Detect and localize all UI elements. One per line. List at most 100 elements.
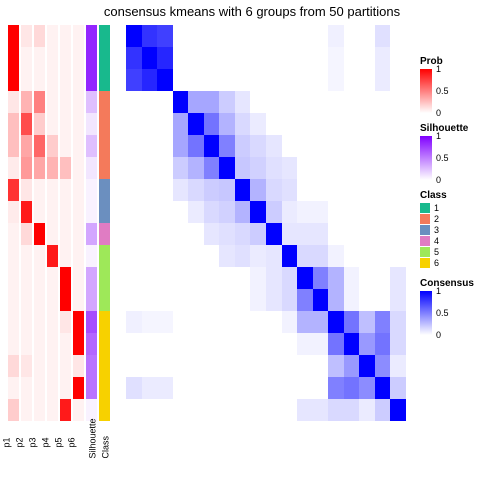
- heatmap-cell: [157, 179, 173, 201]
- heatmap-cell: [235, 245, 251, 267]
- annot-cell: [34, 157, 45, 179]
- heatmap-cell: [266, 311, 282, 333]
- annot-cell: [47, 69, 58, 91]
- heatmap-cell: [297, 333, 313, 355]
- heatmap-cell: [157, 25, 173, 47]
- heatmap-cell: [142, 245, 158, 267]
- swatch-label: 3: [434, 225, 439, 235]
- annot-cell: [99, 245, 110, 267]
- heatmap-cell: [219, 223, 235, 245]
- annot-cell: [60, 399, 71, 421]
- heatmap-cell: [204, 399, 220, 421]
- heatmap-cell: [204, 333, 220, 355]
- heatmap-cell: [359, 113, 375, 135]
- swatch-icon: [420, 214, 430, 224]
- heatmap-cell: [142, 135, 158, 157]
- annot-cell: [99, 333, 110, 355]
- heatmap-cell: [344, 179, 360, 201]
- annot-cell: [99, 179, 110, 201]
- heatmap-cell: [266, 25, 282, 47]
- annot-cell: [60, 245, 71, 267]
- heatmap-cell: [188, 25, 204, 47]
- annot-cell: [21, 157, 32, 179]
- heatmap-cell: [328, 333, 344, 355]
- annot-cell: [86, 201, 97, 223]
- heatmap-cell: [359, 223, 375, 245]
- heatmap-cell: [282, 201, 298, 223]
- heatmap-cell: [344, 113, 360, 135]
- heatmap-cell: [173, 333, 189, 355]
- heatmap-cell: [250, 201, 266, 223]
- legend-sil: Silhouette10.50: [420, 123, 500, 180]
- heatmap-cell: [297, 377, 313, 399]
- annot-cell: [99, 267, 110, 289]
- heatmap-cell: [250, 25, 266, 47]
- annot-cell: [47, 91, 58, 113]
- heatmap-cell: [328, 311, 344, 333]
- heatmap-cell: [204, 47, 220, 69]
- heatmap-cell: [375, 289, 391, 311]
- heatmap-cell: [344, 201, 360, 223]
- annot-cell: [47, 377, 58, 399]
- heatmap-cell: [250, 289, 266, 311]
- heatmap-cell: [313, 333, 329, 355]
- annot-cell: [60, 333, 71, 355]
- heatmap-cell: [219, 69, 235, 91]
- annot-cell: [47, 289, 58, 311]
- heatmap-cell: [375, 135, 391, 157]
- heatmap-cell: [282, 69, 298, 91]
- swatch-label: 2: [434, 214, 439, 224]
- heatmap-cell: [375, 223, 391, 245]
- annot-cell: [8, 245, 19, 267]
- heatmap-cell: [375, 245, 391, 267]
- heatmap-cell: [313, 377, 329, 399]
- annot-col-p3: [34, 25, 45, 421]
- heatmap-cell: [359, 333, 375, 355]
- heatmap-cell: [375, 201, 391, 223]
- heatmap-cell: [235, 223, 251, 245]
- annot-cell: [99, 69, 110, 91]
- heatmap-cell: [126, 223, 142, 245]
- heatmap-cell: [235, 179, 251, 201]
- annot-cell: [60, 113, 71, 135]
- heatmap-cell: [204, 311, 220, 333]
- heatmap-cell: [204, 25, 220, 47]
- annot-cell: [8, 113, 19, 135]
- annot-cell: [8, 69, 19, 91]
- heatmap-cell: [282, 25, 298, 47]
- annot-cell: [73, 267, 84, 289]
- annot-cell: [21, 267, 32, 289]
- heatmap-cell: [188, 267, 204, 289]
- legend-title: Consensus: [420, 278, 500, 289]
- annot-cell: [86, 355, 97, 377]
- heatmap-cell: [375, 25, 391, 47]
- heatmap-cell: [250, 113, 266, 135]
- heatmap-cell: [250, 223, 266, 245]
- legend-ticks: 10.50: [436, 291, 466, 335]
- heatmap-cell: [173, 377, 189, 399]
- heatmap-cell: [250, 69, 266, 91]
- heatmap-cell: [297, 245, 313, 267]
- annot-cell: [34, 289, 45, 311]
- heatmap-cell: [328, 69, 344, 91]
- heatmap-cell: [375, 113, 391, 135]
- annot-cell: [34, 377, 45, 399]
- legend-gradient: [420, 291, 432, 335]
- annot-cell: [73, 135, 84, 157]
- heatmap-cell: [188, 311, 204, 333]
- annot-cell: [60, 91, 71, 113]
- heatmap-cell: [375, 399, 391, 421]
- annot-col-p2: [21, 25, 32, 421]
- annot-cell: [47, 399, 58, 421]
- annot-cell: [86, 113, 97, 135]
- heatmap-cell: [219, 355, 235, 377]
- heatmap-cell: [344, 289, 360, 311]
- annot-cell: [73, 91, 84, 113]
- heatmap-cell: [375, 69, 391, 91]
- annot-cell: [73, 69, 84, 91]
- heatmap-cell: [282, 245, 298, 267]
- legend-tick: 0.5: [436, 86, 449, 96]
- heatmap-cell: [297, 91, 313, 113]
- heatmap-cell: [313, 355, 329, 377]
- annot-cell: [47, 201, 58, 223]
